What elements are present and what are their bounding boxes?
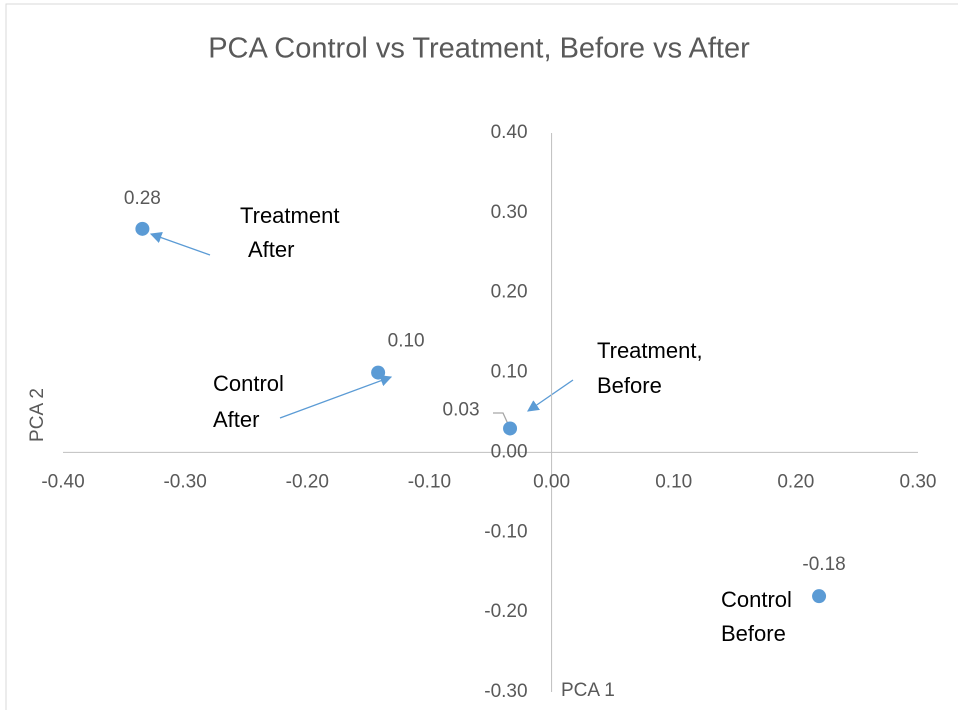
annotation: Before [597,373,662,398]
annotation: Treatment [240,203,339,228]
chart-title: PCA Control vs Treatment, Before vs Afte… [208,33,750,65]
data-label: -0.18 [802,554,845,575]
arrows [149,232,574,419]
x-tick-label: -0.40 [41,471,84,492]
arrow [279,375,393,419]
x-axis-title: PCA 1 [561,680,615,701]
y-tick-label: -0.10 [484,521,527,542]
leader-line [493,412,509,425]
point [371,365,386,380]
x-tick-label: -0.30 [163,471,206,492]
y-tick-label: 0.40 [491,122,528,143]
y-axis-title: PCA 2 [27,388,48,442]
arrow [527,379,574,412]
annotation: Before [721,621,786,646]
annotation: Control [721,587,792,612]
point [135,221,150,236]
annotation: Control [213,371,284,396]
annotation: Treatment, [597,338,703,363]
y-tick-label: 0.10 [491,362,528,383]
y-tick-label: 0.00 [491,441,528,462]
x-tick-label: 0.20 [777,471,814,492]
chart-frame [5,3,958,710]
arrow [149,232,211,256]
annotation: After [248,237,294,262]
x-tick-label: 0.30 [900,471,937,492]
x-tick-label: 0.00 [533,471,570,492]
point [503,421,518,436]
y-tick-label: -0.30 [484,681,527,702]
annotation: After [213,407,259,432]
data-label: 0.10 [388,331,425,352]
y-tick-label: -0.20 [484,601,527,622]
x-tick-label: 0.10 [655,471,692,492]
data-label: 0.28 [124,188,161,209]
point [812,589,827,604]
y-tick-label: 0.30 [491,202,528,223]
x-tick-label: -0.20 [286,471,329,492]
data-label: 0.03 [443,399,480,420]
y-tick-label: 0.20 [491,282,528,303]
x-tick-label: -0.10 [408,471,451,492]
